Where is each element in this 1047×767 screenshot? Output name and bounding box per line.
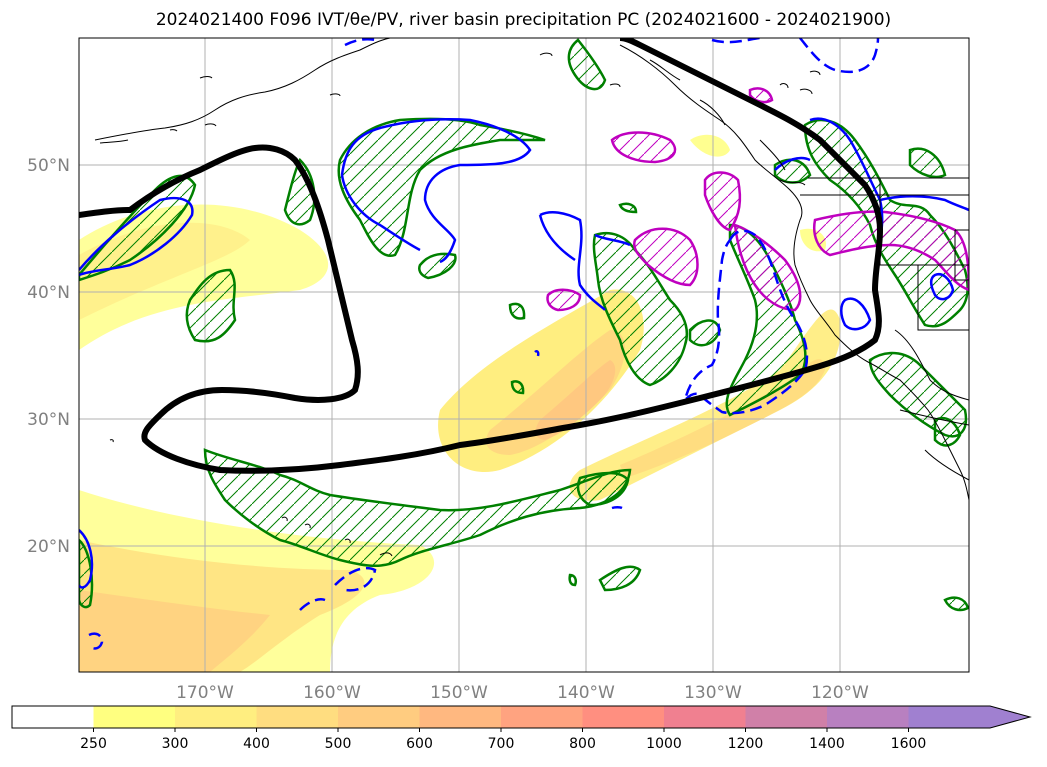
lat-label-40n: 40°N bbox=[27, 283, 70, 303]
colorbar-segment bbox=[908, 706, 1030, 728]
map-title: 2024021400 F096 IVT/θe/PV, river basin p… bbox=[155, 10, 892, 30]
lon-label-170w: 170°W bbox=[176, 683, 234, 703]
colorbar-tick-label: 1600 bbox=[891, 736, 927, 752]
pv-contours-dashed bbox=[87, 38, 880, 650]
lat-label-50n: 50°N bbox=[27, 156, 70, 176]
lon-label-160w: 160°W bbox=[303, 683, 361, 703]
colorbar-tick-label: 250 bbox=[80, 736, 107, 752]
ivt-contour-thick bbox=[79, 38, 884, 474]
colorbar-segment bbox=[338, 706, 420, 728]
colorbar-segment-under bbox=[12, 706, 94, 728]
lat-label-30n: 30°N bbox=[27, 410, 70, 430]
colorbar-segment bbox=[256, 706, 339, 728]
lon-label-120w: 120°W bbox=[811, 683, 869, 703]
colorbar-tick-label: 500 bbox=[325, 736, 352, 752]
map-panel bbox=[79, 38, 969, 672]
colorbar-tick-label: 300 bbox=[162, 736, 189, 752]
colorbar-segment bbox=[745, 706, 828, 728]
map-border bbox=[78, 37, 970, 673]
colorbar-tick-label: 1000 bbox=[646, 736, 682, 752]
lon-label-130w: 130°W bbox=[684, 683, 742, 703]
coastlines bbox=[94, 38, 969, 557]
colorbar-segment bbox=[827, 706, 909, 728]
lon-label-150w: 150°W bbox=[430, 683, 488, 703]
colorbar-outline bbox=[11, 705, 1032, 729]
precip-region-magenta bbox=[546, 87, 969, 312]
lon-labels: 170°W 160°W 150°W 140°W 130°W 120°W bbox=[176, 683, 869, 703]
colorbar-segment bbox=[664, 706, 746, 728]
colorbar-tick-label: 600 bbox=[406, 736, 433, 752]
colorbar-segment bbox=[93, 706, 176, 728]
colorbar-segment bbox=[582, 706, 665, 728]
colorbar-tick-label: 1400 bbox=[809, 736, 845, 752]
colorbar: 250 300 400 500 600 700 800 1000 1200 1400 1600 bbox=[11, 705, 1032, 752]
colorbar-tick-label: 800 bbox=[569, 736, 596, 752]
lat-labels: 50°N 40°N 30°N 20°N bbox=[27, 156, 70, 557]
colorbar-segment bbox=[501, 706, 583, 728]
colorbar-tick-label: 700 bbox=[488, 736, 515, 752]
colorbar-segment bbox=[419, 706, 502, 728]
colorbar-tick-label: 1200 bbox=[728, 736, 764, 752]
colorbar-tick-label: 400 bbox=[243, 736, 270, 752]
colorbar-segment bbox=[175, 706, 257, 728]
lat-label-20n: 20°N bbox=[27, 537, 70, 557]
lon-label-140w: 140°W bbox=[557, 683, 615, 703]
